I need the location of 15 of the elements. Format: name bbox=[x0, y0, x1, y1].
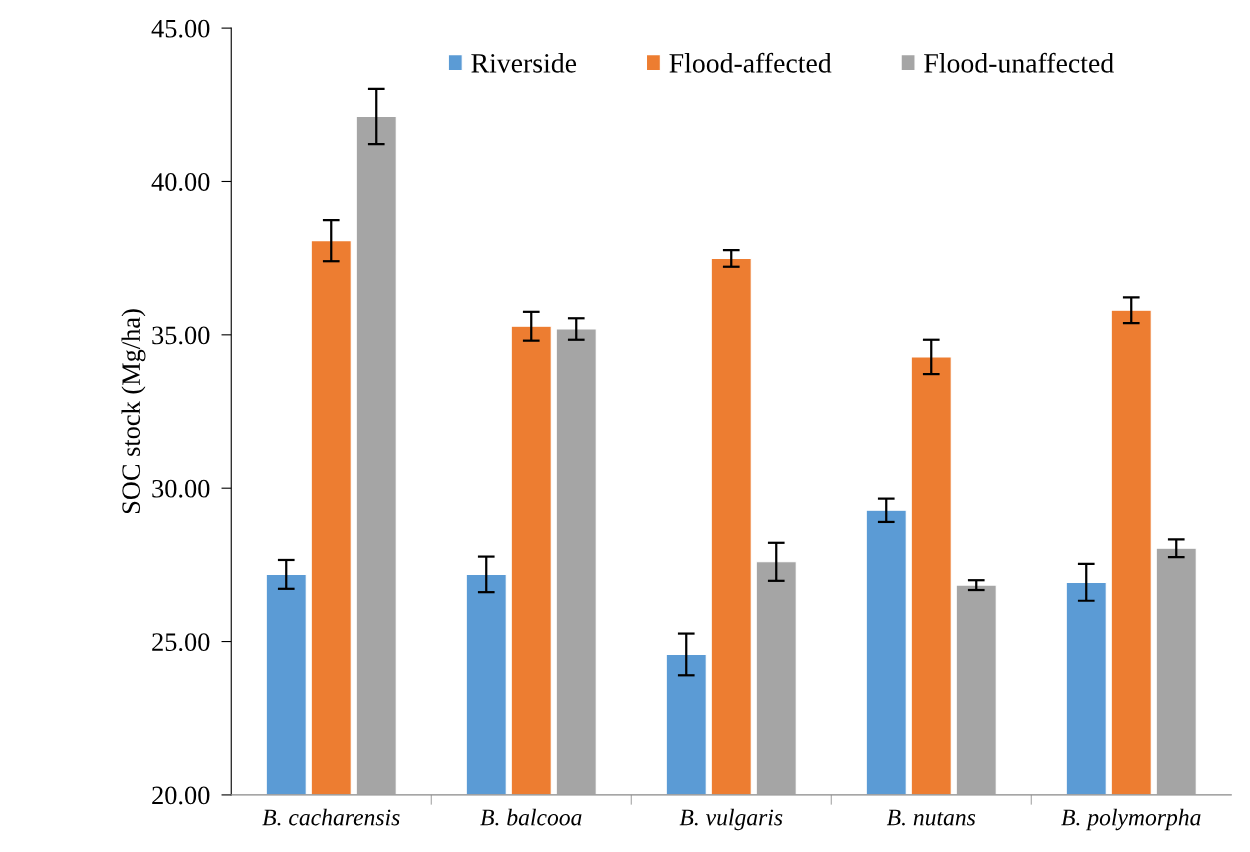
x-tick-label: B. nutans bbox=[886, 809, 976, 826]
y-tick-label: 45.00 bbox=[151, 19, 210, 38]
legend-label: Flood-unaffected bbox=[924, 52, 1114, 73]
y-tick-label: 30.00 bbox=[152, 479, 210, 498]
legend-label: Riverside bbox=[471, 53, 577, 73]
y-axis-title: SOC stock (Mg/ha) bbox=[121, 309, 146, 514]
y-tick-label: 25.00 bbox=[152, 633, 210, 652]
y-tick-label: 40.00 bbox=[151, 173, 210, 192]
x-tick-label: B. vulgaris bbox=[679, 808, 783, 831]
y-tick-label: 20.00 bbox=[152, 786, 210, 805]
y-tick-label: 35.00 bbox=[152, 326, 210, 345]
x-tick-label: B. balcooa bbox=[480, 808, 582, 826]
x-tick-label: B. cacharensis bbox=[262, 808, 400, 826]
legend-label: Flood-affected bbox=[669, 52, 832, 73]
x-tick-label: B. polymorpha bbox=[1061, 808, 1201, 831]
